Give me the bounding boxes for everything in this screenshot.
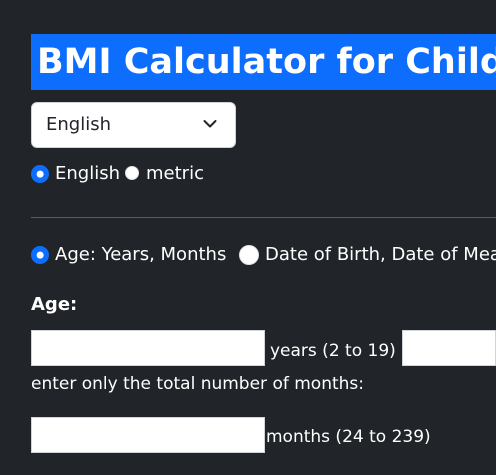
total-months-input[interactable] (31, 417, 265, 453)
age-years-input[interactable] (31, 330, 265, 366)
radio-english-label: English (55, 163, 120, 184)
unit-system-select-value: English (46, 114, 111, 135)
radio-metric-label: metric (146, 163, 204, 184)
page-title: BMI Calculator for Child (31, 34, 496, 90)
radio-date-of-birth-label: Date of Birth, Date of Mea (265, 244, 496, 265)
radio-age-years-months[interactable] (31, 246, 49, 264)
radio-date-of-birth[interactable] (239, 245, 259, 265)
total-months-hint: months (24 to 239) (266, 427, 431, 447)
age-years-hint: years (2 to 19) (270, 341, 396, 361)
chevron-down-icon (203, 120, 217, 128)
age-label: Age: (31, 294, 78, 315)
total-months-instruction: enter only the total number of months: (31, 374, 364, 394)
section-divider (31, 217, 496, 218)
radio-age-years-months-label: Age: Years, Months (55, 244, 227, 265)
age-months-input[interactable] (402, 330, 496, 366)
radio-metric[interactable] (125, 166, 139, 180)
unit-system-select[interactable]: English (31, 102, 236, 148)
radio-english[interactable] (31, 165, 49, 183)
